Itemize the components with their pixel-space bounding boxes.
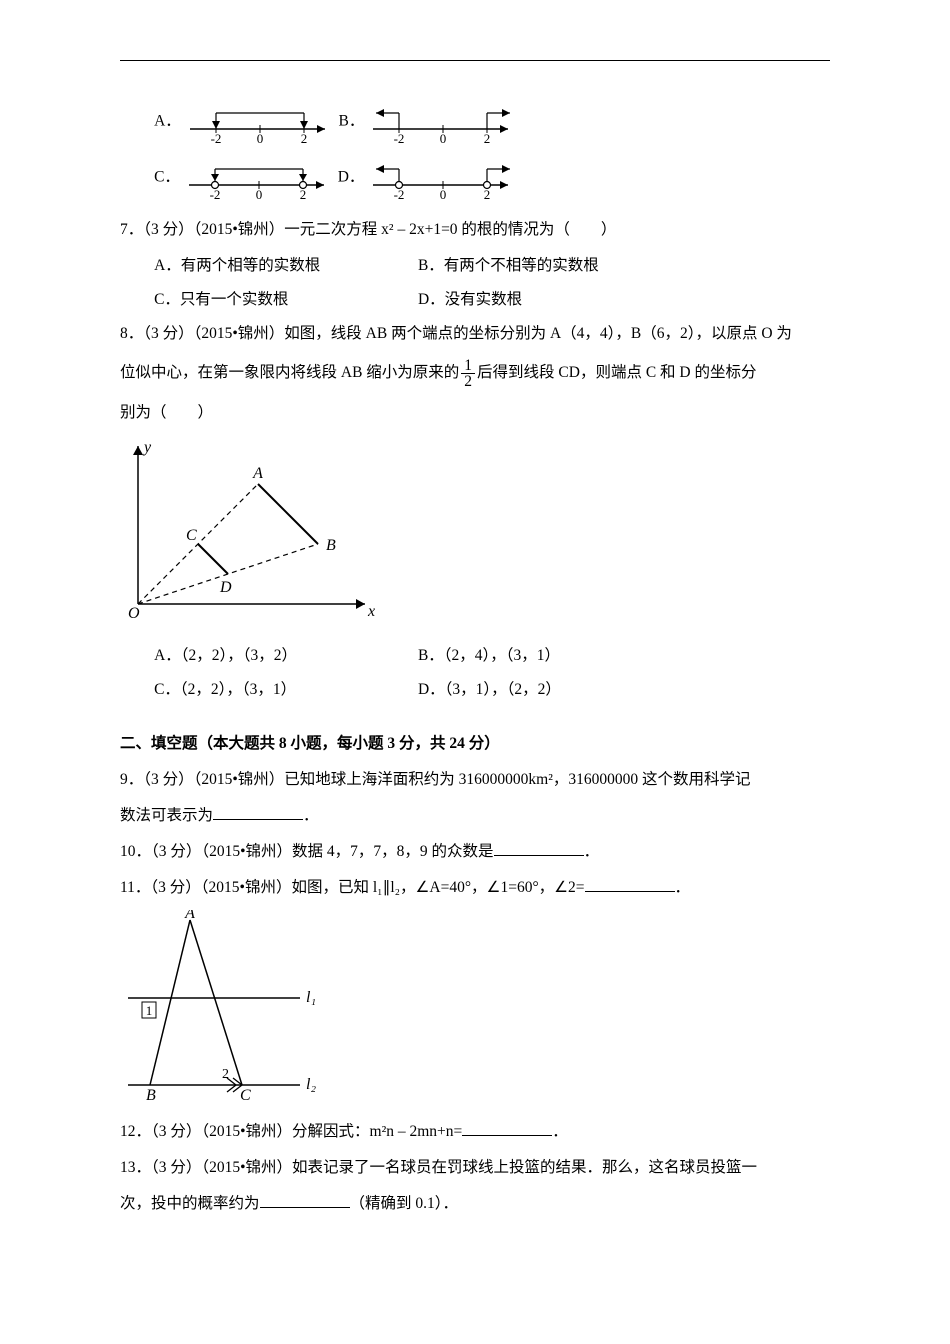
q9-prefix: 数法可表示为 (120, 807, 213, 824)
q6-opt-a-label: A． (154, 113, 181, 130)
q10-suffix: ． (584, 843, 600, 860)
q12-prefix: 12．（3 分）（2015•锦州）分解因式：m²n – 2mn+n= (120, 1123, 462, 1140)
q8-figure: O x y A B C D (120, 434, 830, 637)
q7-stem: 7．（3 分）（2015•锦州）一元二次方程 x² – 2x+1=0 的根的情况… (120, 213, 830, 247)
q6-numline-c: -2 0 2 (184, 157, 334, 199)
q7-row1: A．有两个相等的实数根 B．有两个不相等的实数根 (120, 249, 830, 283)
q6-opt-c-label: C． (154, 169, 180, 186)
svg-text:-2: -2 (210, 131, 221, 143)
q10-blank (494, 840, 584, 857)
q12-suffix: ． (552, 1123, 568, 1140)
svg-text:C: C (240, 1087, 251, 1100)
q8-opt-d: D．（3，1），（2，2） (418, 673, 678, 707)
q6-opt-d-label: D． (338, 169, 365, 186)
q12-blank (462, 1119, 552, 1136)
q13-blank (260, 1191, 350, 1208)
q6-numline-b: -2 0 2 (368, 101, 518, 143)
svg-text:2: 2 (484, 131, 491, 143)
q8-fraction: 12 (459, 358, 477, 390)
svg-text:C: C (186, 527, 197, 544)
q11-stem: 11．（3 分）（2015•锦州）如图，已知 l₁∥l₂，∠A=40°，∠1=6… (120, 871, 830, 905)
q8-frac-num: 1 (461, 358, 475, 375)
svg-text:2: 2 (222, 1067, 229, 1082)
q7-opt-c: C．只有一个实数根 (154, 283, 414, 317)
q13-stem-a: 13．（3 分）（2015•锦州）如表记录了一名球员在罚球线上投篮的结果．那么，… (120, 1151, 830, 1185)
svg-text:l₁: l₁ (306, 989, 316, 1006)
q12-stem: 12．（3 分）（2015•锦州）分解因式：m²n – 2mn+n= ． (120, 1115, 830, 1149)
svg-text:O: O (128, 605, 140, 622)
q8-stem-2: 位似中心，在第一象限内将线段 AB 缩小为原来的12后得到线段 CD，则端点 C… (120, 353, 830, 393)
q8-stem-2b: 后得到线段 CD，则端点 C 和 D 的坐标分 (477, 364, 756, 381)
q8-row2: C．（2，2），（3，1） D．（3，1），（2，2） (120, 673, 830, 707)
svg-text:2: 2 (300, 131, 307, 143)
top-rule (120, 60, 830, 61)
svg-text:x: x (367, 603, 375, 620)
q8-stem-3: 别为（ ） (120, 396, 830, 430)
q7-opt-b: B．有两个不相等的实数根 (418, 249, 678, 283)
q11-suffix: ． (675, 879, 691, 896)
q9-stem-a: 9．（3 分）（2015•锦州）已知地球上海洋面积约为 316000000km²… (120, 763, 830, 797)
q8-row1: A．（2，2），（3，2） B．（2，4），（3，1） (120, 639, 830, 673)
svg-text:l₂: l₂ (306, 1076, 316, 1093)
svg-text:y: y (142, 439, 152, 456)
svg-text:B: B (326, 537, 336, 554)
svg-text:1: 1 (146, 1003, 153, 1018)
q6-opt-b-label: B． (339, 113, 365, 130)
q11-figure: A B C l₁ l₂ 1 2 (120, 910, 830, 1113)
q9-suffix: ． (303, 807, 319, 824)
q10-stem: 10．（3 分）（2015•锦州）数据 4，7，7，8，9 的众数是 ． (120, 835, 830, 869)
svg-text:D: D (219, 579, 232, 596)
q8-opt-b: B．（2，4），（3，1） (418, 639, 678, 673)
q8-opt-c: C．（2，2），（3，1） (154, 673, 414, 707)
q11-blank (585, 876, 675, 893)
q7-row2: C．只有一个实数根 D．没有实数根 (120, 283, 830, 317)
q13-prefix: 次，投中的概率约为 (120, 1195, 260, 1212)
q9-stem-b: 数法可表示为 ． (120, 799, 830, 833)
q7-opt-a: A．有两个相等的实数根 (154, 249, 414, 283)
q8-opt-a: A．（2，2），（3，2） (154, 639, 414, 673)
svg-text:-2: -2 (394, 131, 405, 143)
svg-text:0: 0 (256, 187, 263, 199)
q8-frac-den: 2 (461, 374, 475, 390)
q11-prefix: 11．（3 分）（2015•锦州）如图，已知 l₁∥l₂，∠A=40°，∠1=6… (120, 879, 585, 896)
q7-opt-d: D．没有实数根 (418, 283, 678, 317)
svg-text:A: A (184, 910, 195, 922)
q6-optrow-2: C． -2 0 2 D． (120, 157, 830, 199)
q6-numline-a: -2 0 2 (185, 101, 335, 143)
q9-blank (213, 804, 303, 821)
svg-text:B: B (146, 1087, 156, 1100)
svg-text:0: 0 (440, 131, 447, 143)
section2-title: 二、填空题（本大题共 8 小题，每小题 3 分，共 24 分） (120, 727, 830, 761)
q8-stem-2a: 位似中心，在第一象限内将线段 AB 缩小为原来的 (120, 364, 459, 381)
svg-text:0: 0 (440, 187, 447, 199)
q6-optrow-1: A． -2 0 2 B． (120, 101, 830, 143)
q13-suffix: （精确到 0.1）． (350, 1195, 459, 1212)
q10-prefix: 10．（3 分）（2015•锦州）数据 4，7，7，8，9 的众数是 (120, 843, 494, 860)
q8-stem-1: 8．（3 分）（2015•锦州）如图，线段 AB 两个端点的坐标分别为 A（4，… (120, 317, 830, 351)
svg-text:0: 0 (256, 131, 263, 143)
q6-numline-d: -2 0 2 (368, 157, 518, 199)
svg-text:A: A (252, 465, 263, 482)
q13-stem-b: 次，投中的概率约为 （精确到 0.1）． (120, 1187, 830, 1221)
